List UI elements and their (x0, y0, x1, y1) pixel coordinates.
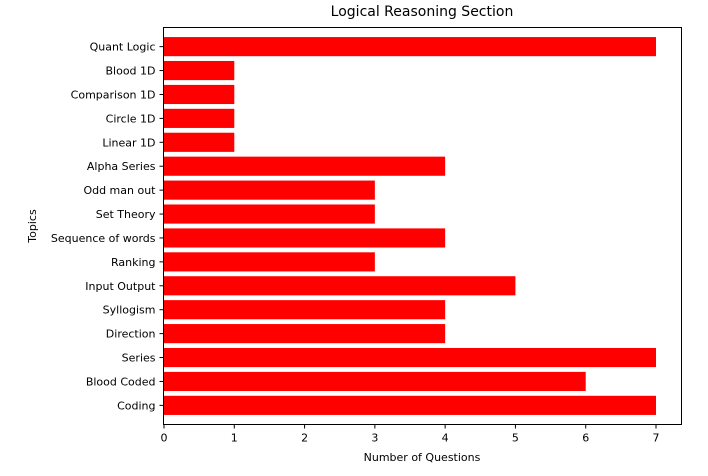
y-tick-label: Quant Logic (90, 41, 156, 54)
y-tick-label: Coding (117, 399, 155, 412)
x-tick-label: 5 (512, 432, 519, 445)
y-tick-label: Set Theory (96, 208, 156, 221)
y-tick-label: Blood Coded (86, 375, 156, 388)
bar-sequence-of-words (164, 228, 446, 248)
x-tick-label: 1 (231, 432, 238, 445)
y-tick-label: Input Output (85, 280, 156, 293)
y-tick-label: Blood 1D (105, 65, 155, 78)
bar-quant-logic (164, 37, 656, 57)
x-axis-label: Number of Questions (364, 451, 481, 464)
bar-blood-coded (164, 371, 586, 392)
bar-alpha-series (164, 156, 446, 176)
bar-blood-1d (164, 60, 235, 81)
y-axis-label: Topics (26, 209, 39, 244)
x-tick-label: 4 (442, 432, 449, 445)
bar-odd-man-out (164, 180, 375, 200)
y-tick-label: Linear 1D (102, 136, 155, 149)
bar-circle-1d (164, 108, 235, 128)
bar-direction (164, 324, 446, 344)
y-tick-label: Direction (106, 328, 156, 341)
y-tick-label: Alpha Series (87, 160, 156, 173)
x-tick-label: 3 (371, 432, 378, 445)
plot-frame (163, 27, 682, 425)
y-tick-label: Syllogism (103, 304, 156, 317)
y-tick-label: Comparison 1D (71, 88, 156, 101)
y-tick-label: Circle 1D (106, 112, 156, 125)
y-tick-label: Series (122, 352, 156, 365)
bar-set-theory (164, 204, 375, 224)
bar-comparison-1d (164, 84, 235, 105)
bars-group (164, 37, 656, 415)
bar-input-output (164, 276, 516, 296)
x-tick-label: 0 (161, 432, 168, 445)
y-tick-label: Ranking (111, 256, 156, 269)
x-tick-label: 7 (653, 432, 660, 445)
bar-syllogism (164, 300, 446, 320)
x-tick-label: 6 (582, 432, 589, 445)
x-ticks-group: 0 1 2 3 4 5 6 7 (161, 424, 660, 445)
y-ticks-group: Coding Blood Coded Series Direction Syllogis… (51, 41, 164, 412)
bar-coding (164, 395, 656, 415)
bar-linear-1d (164, 132, 235, 152)
bar-ranking (164, 252, 375, 272)
y-tick-label: Sequence of words (51, 232, 156, 245)
bar-series (164, 347, 656, 368)
chart-title: Logical Reasoning Section (331, 4, 514, 20)
x-tick-label: 2 (301, 432, 308, 445)
y-tick-label: Odd man out (83, 184, 156, 197)
